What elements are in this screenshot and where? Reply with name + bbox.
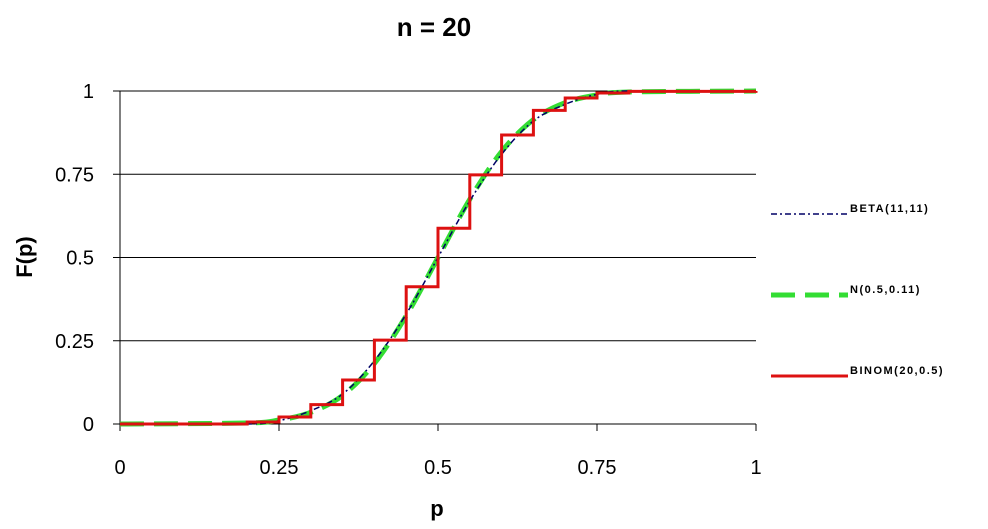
y-tick-label: 0.25: [55, 331, 94, 353]
legend-label: BETA(11,11): [850, 203, 929, 215]
tick-labels: 00 0.25 0.25 0.5 0.5 0.75 0.75 1 1: [55, 81, 762, 479]
y-tick-label: 0.5: [66, 248, 94, 270]
chart-title: n = 20: [396, 12, 472, 42]
y-tick-label: 0: [83, 414, 94, 436]
y-tick-label: 1: [83, 81, 94, 103]
legend: BETA(11,11) N(0.5,0.11) BINOM(20,0.5): [771, 203, 944, 378]
x-tick-label: 0.5: [424, 457, 452, 479]
y-tick-label: 0.75: [55, 164, 94, 186]
x-tick-label: 1: [750, 457, 761, 479]
gridlines: [120, 90, 756, 342]
x-tick-label: 0: [114, 457, 125, 479]
x-tick-label: 0.75: [578, 457, 617, 479]
series-layer: [119, 88, 758, 427]
y-axis-label: F(p): [12, 236, 37, 278]
legend-label: N(0.5,0.11): [850, 284, 921, 296]
legend-label: BINOM(20,0.5): [850, 365, 944, 377]
x-axis-label: p: [430, 496, 443, 521]
series-line-binom-20-0-5: [120, 89, 758, 426]
x-tick-label: 0.25: [260, 457, 299, 479]
